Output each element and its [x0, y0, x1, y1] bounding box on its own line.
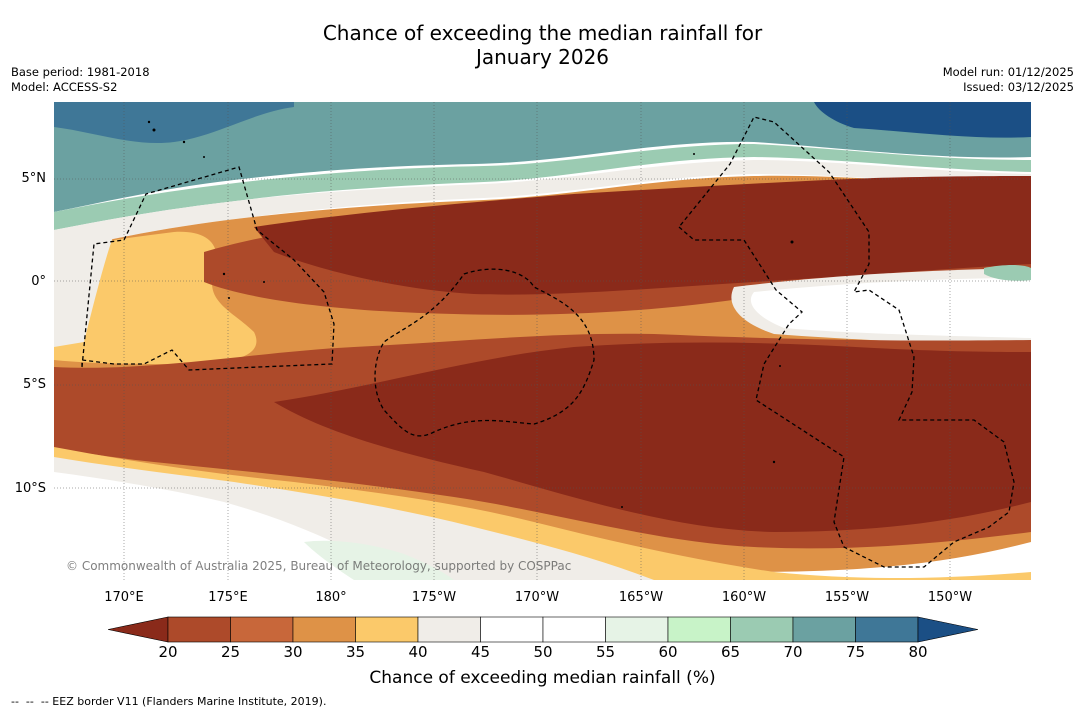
colorbar-cell	[667, 616, 731, 643]
graticule	[54, 102, 1031, 580]
lon-label-175e: 175°E	[208, 590, 248, 605]
lat-label-10s: 10°S	[14, 481, 46, 496]
band-white-equator	[750, 278, 1031, 338]
colorbar-cell	[605, 616, 669, 643]
colorbar-cell	[792, 616, 856, 643]
colorbar-tick-label: 35	[345, 643, 366, 661]
colorbar-tick-label: 70	[783, 643, 803, 661]
model-info: Base period: 1981-2018 Model: ACCESS-S2	[11, 65, 150, 95]
colorbar-cell	[855, 616, 919, 643]
run-info: Model run: 01/12/2025 Issued: 03/12/2025	[943, 65, 1074, 95]
colorbar-cell	[417, 616, 481, 643]
band-darkred-south	[274, 342, 1031, 532]
colorbar-tick-label: 55	[595, 643, 616, 661]
lon-label-180: 180°	[315, 590, 347, 605]
colorbar-tick-label: 65	[720, 643, 741, 661]
colorbar-tick-label: 80	[908, 643, 928, 661]
colorbar-cell	[292, 616, 356, 643]
base-period: Base period: 1981-2018	[11, 65, 150, 79]
colorbar-cell	[167, 616, 231, 643]
colorbar-tick-label: 60	[658, 643, 678, 661]
colorbar-tick-label: 45	[470, 643, 491, 661]
island-marks	[147, 120, 794, 508]
lat-label-5n: 5°N	[21, 171, 47, 186]
band-light-west	[54, 234, 114, 347]
issued-date: Issued: 03/12/2025	[963, 80, 1074, 94]
model-name: Model: ACCESS-S2	[11, 80, 118, 94]
colorbar-cell	[480, 616, 544, 643]
lat-label-0: 0°	[31, 274, 46, 289]
model-run: Model run: 01/12/2025	[942, 65, 1074, 79]
band-light-north	[54, 160, 1031, 252]
lon-label-175w: 175°W	[411, 590, 457, 605]
colorbar-cell	[230, 616, 294, 643]
lon-label-150w: 150°W	[927, 590, 973, 605]
band-north-dark	[54, 102, 294, 144]
title-line-1: Chance of exceeding the median rainfall …	[322, 21, 763, 45]
rainfall-map	[54, 102, 1031, 580]
band-north-green	[54, 144, 1031, 230]
lon-label-155w: 155°W	[824, 590, 870, 605]
eez-footnote: -- -- -- EEZ border V11 (Flanders Marine…	[11, 695, 327, 708]
colorbar-cells	[167, 616, 919, 643]
colorbar-tick-label: 20	[158, 643, 178, 661]
colorbar-high-arrow	[917, 616, 978, 643]
colorbar-tick-label: 40	[408, 643, 428, 661]
map-svg	[54, 102, 1031, 580]
band-green-south	[304, 540, 454, 580]
lon-label-170e: 170°E	[104, 590, 144, 605]
band-darkred-north	[254, 176, 1031, 295]
band-north-darkblue-right	[814, 102, 1031, 138]
chart-title: Chance of exceeding the median rainfall …	[0, 21, 1085, 69]
colorbar-title: Chance of exceeding median rainfall (%)	[369, 668, 716, 688]
title-line-2: January 2026	[475, 45, 610, 69]
lat-label-5s: 5°S	[22, 377, 46, 392]
colorbar-cell	[355, 616, 419, 643]
colorbar-tick-label: 50	[533, 643, 553, 661]
colorbar-cell	[542, 616, 606, 643]
colorbar-tick-label: 30	[283, 643, 303, 661]
lon-label-160w: 160°W	[721, 590, 767, 605]
copyright-credit: © Commonwealth of Australia 2025, Bureau…	[66, 559, 572, 573]
eez-borders	[81, 116, 1015, 568]
colorbar-low-arrow	[108, 616, 169, 643]
band-north-blue	[54, 102, 1031, 212]
lon-label-165w: 165°W	[618, 590, 664, 605]
colorbar	[108, 616, 978, 643]
colorbar-tick-label: 25	[220, 643, 241, 661]
colorbar-cell	[730, 616, 794, 643]
green-patch	[984, 265, 1031, 281]
lon-label-170w: 170°W	[514, 590, 560, 605]
colorbar-tick-label: 75	[845, 643, 866, 661]
